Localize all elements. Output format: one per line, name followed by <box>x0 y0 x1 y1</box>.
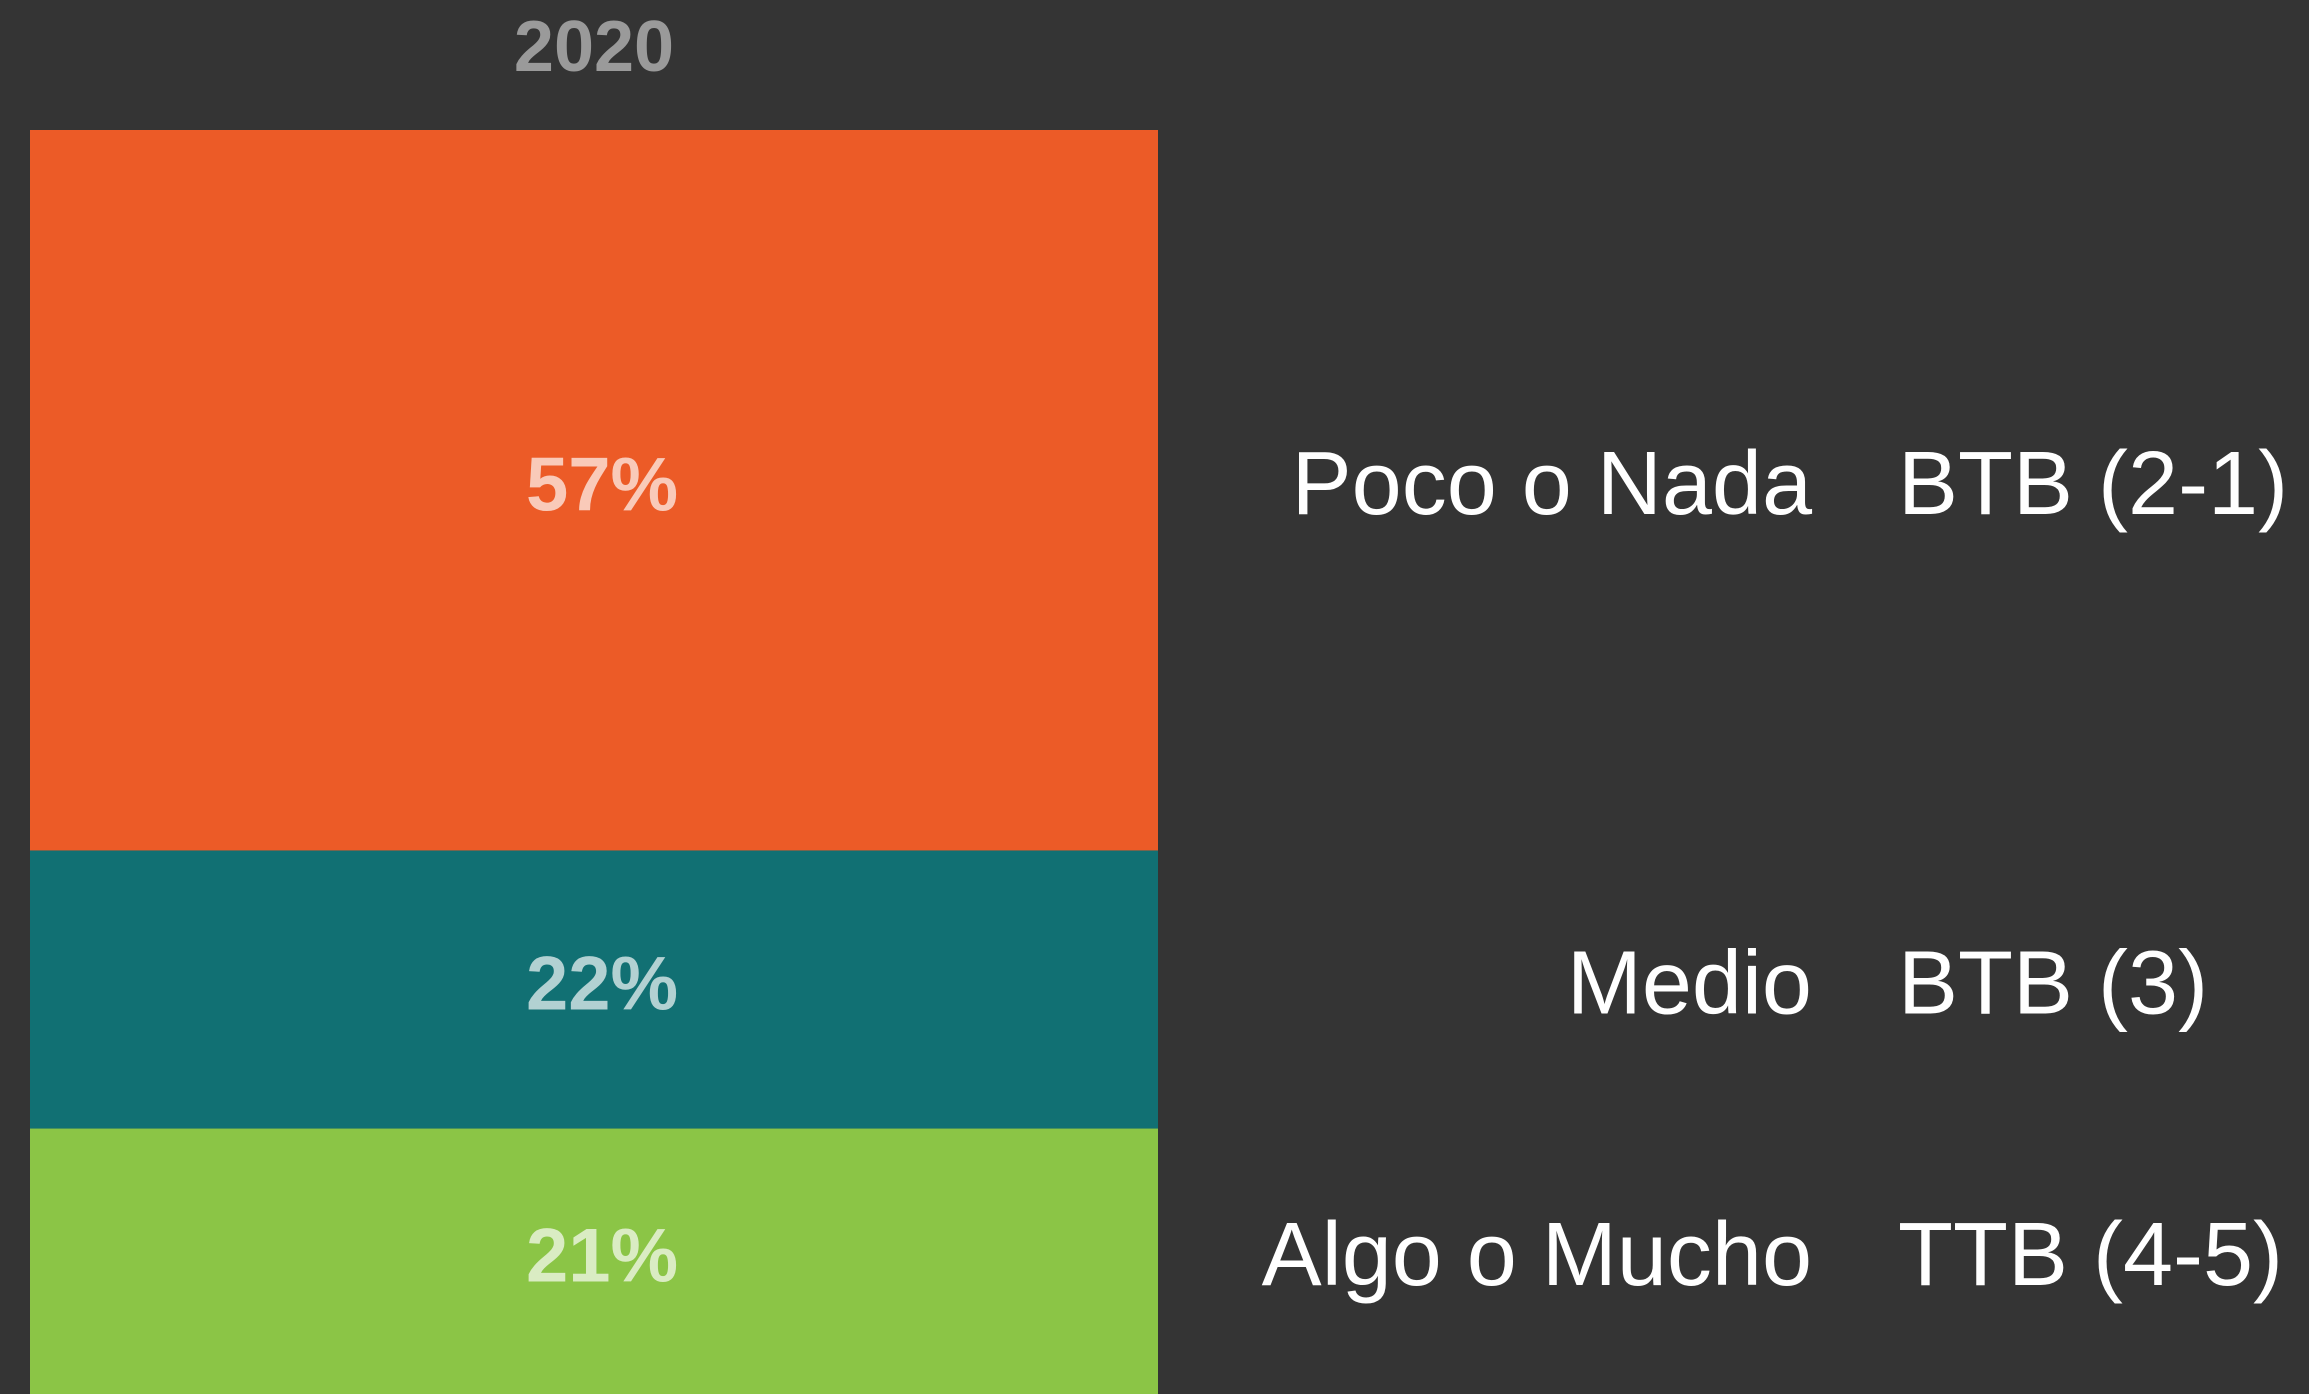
category-label: 2020 <box>514 7 674 87</box>
legend-group: BTB (3) <box>1898 933 2208 1033</box>
legend-group: TTB (4-5) <box>1898 1205 2283 1305</box>
bar-segment <box>30 850 1158 1129</box>
bar-segment <box>30 1128 1158 1394</box>
legend-group: BTB (2-1) <box>1898 434 2288 534</box>
legend-label: Poco o Nada <box>1292 434 1813 534</box>
value-label: 22% <box>526 942 678 1027</box>
legend-label: Algo o Mucho <box>1262 1205 1812 1305</box>
legend-label: Medio <box>1567 933 1812 1033</box>
value-label: 21% <box>526 1213 678 1298</box>
value-label: 57% <box>526 442 678 527</box>
bar-segment <box>30 130 1158 851</box>
